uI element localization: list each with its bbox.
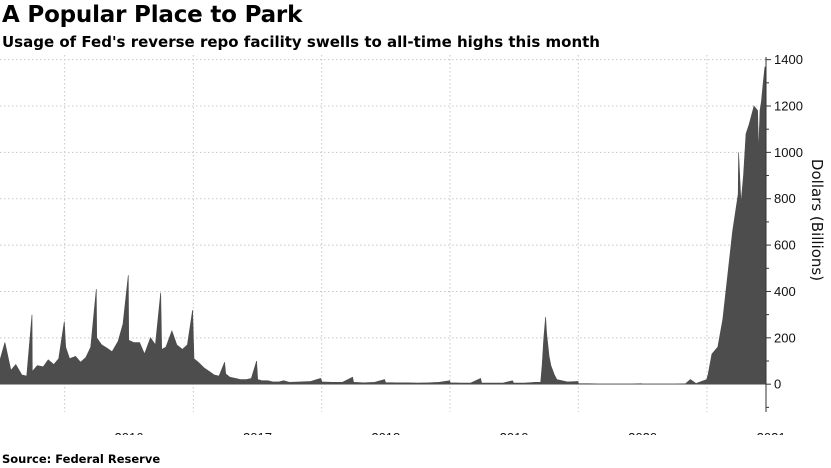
- y-tick-label: 1400: [774, 55, 803, 67]
- y-tick-label: 1000: [774, 145, 803, 160]
- y-tick-label: 0: [774, 377, 781, 392]
- chart-subtitle: Usage of Fed's reverse repo facility swe…: [2, 33, 600, 51]
- y-tick-label: 200: [774, 330, 796, 345]
- series-area-path: [0, 66, 766, 385]
- x-tick-label: 2020: [628, 430, 657, 435]
- y-tick-label: 1200: [774, 99, 803, 114]
- x-tick-label: 2021: [757, 430, 786, 435]
- source-note: Source: Federal Reserve: [2, 452, 160, 466]
- y-tick-label: 400: [774, 284, 796, 299]
- source-value: Federal Reserve: [55, 452, 161, 466]
- y-axis-label: Dollars (Billions): [808, 159, 826, 281]
- x-axis: 2016 2017 2018 2019 2020 2021: [115, 430, 786, 435]
- y-tick-label: 600: [774, 238, 796, 253]
- source-label: Source:: [2, 452, 52, 466]
- series-area: [0, 66, 766, 385]
- chart-title: A Popular Place to Park: [2, 2, 303, 28]
- x-tick-label: 2016: [115, 430, 144, 435]
- x-tick-label: 2019: [500, 430, 529, 435]
- x-tick-label: 2018: [371, 430, 400, 435]
- y-axis: 0 200 400 600 800 1000 1200 1400: [765, 55, 803, 412]
- y-tick-label: 800: [774, 191, 796, 206]
- x-tick-label: 2017: [243, 430, 272, 435]
